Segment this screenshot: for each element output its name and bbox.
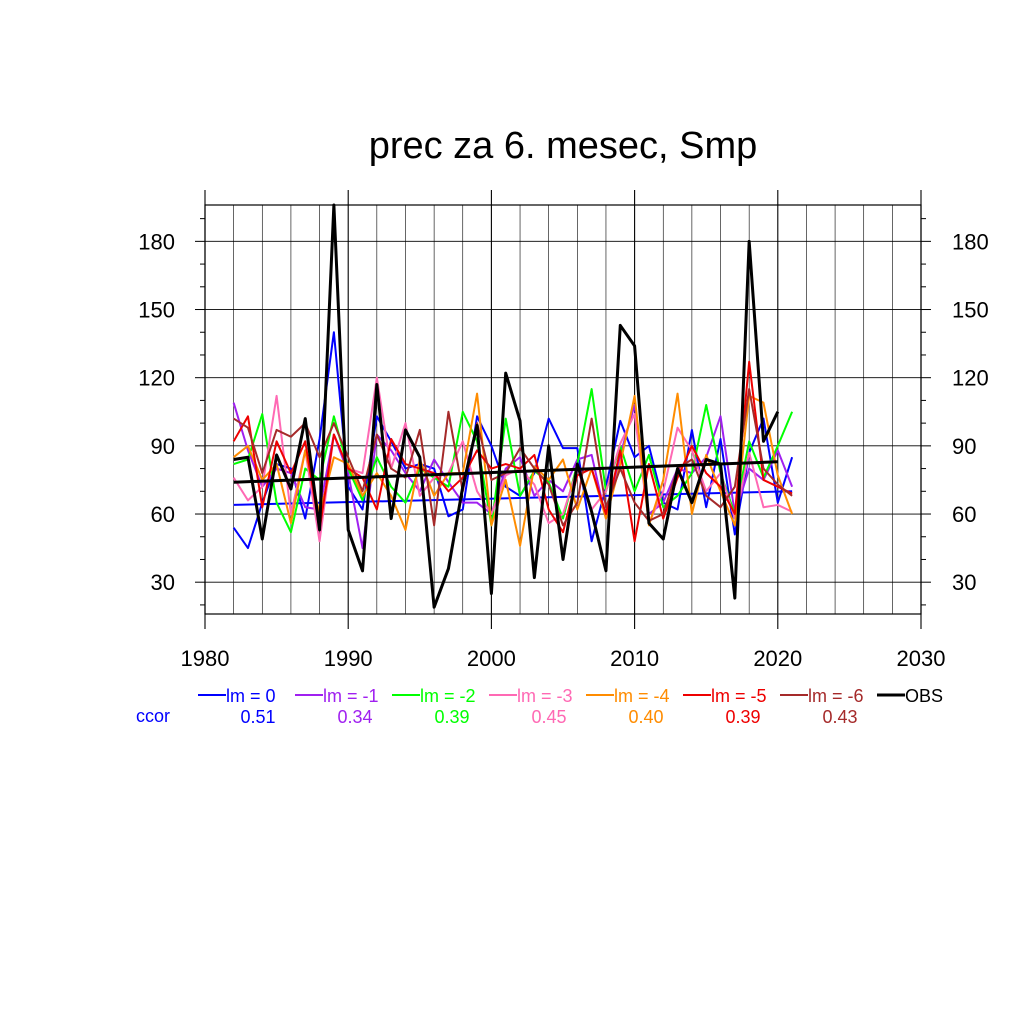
x-tick-label: 2020: [753, 646, 802, 671]
x-tick-label: 2030: [897, 646, 946, 671]
trend-line: [233, 460, 778, 484]
x-tick-label: 1990: [324, 646, 373, 671]
legend-label: lm = -4: [614, 686, 670, 706]
series-lines: [232, 203, 794, 609]
legend-ccor-value: 0.39: [725, 707, 760, 727]
legend-ccor-value: 0.34: [337, 707, 372, 727]
y-tick-label-right: 180: [952, 229, 989, 254]
legend-label: OBS: [905, 686, 943, 706]
y-tick-label: 90: [151, 434, 175, 459]
y-tick-label-right: 150: [952, 298, 989, 323]
legend-label: lm = -2: [420, 686, 476, 706]
chart-title: prec za 6. mesec, Smp: [369, 125, 758, 167]
y-tick-label-right: 60: [952, 502, 976, 527]
legend-ccor-value: 0.43: [822, 707, 857, 727]
tick-labels: 1980 1990 2000 2010 2020 2030 30 30 60 60 90 90 120 1…: [138, 229, 988, 671]
legend-label: lm = -1: [323, 686, 379, 706]
y-tick-label-right: 120: [952, 366, 989, 391]
legend-label: lm = -3: [517, 686, 573, 706]
legend-ccor-label: ccor: [136, 706, 170, 726]
y-tick-label: 60: [151, 502, 175, 527]
trend-line: [233, 490, 793, 506]
series-line: [233, 203, 780, 609]
legend-ccor-value: 0.51: [240, 707, 275, 727]
series-line: [232, 360, 793, 543]
legend-ccor-value: 0.45: [531, 707, 566, 727]
legend-label: lm = -6: [808, 686, 864, 706]
legend-label: lm = -5: [711, 686, 767, 706]
plot-frame: [195, 204, 931, 615]
series-line: [233, 388, 794, 534]
y-tick-label: 30: [151, 570, 175, 595]
x-tick-label: 2010: [610, 646, 659, 671]
legend-ccor-value: 0.40: [628, 707, 663, 727]
y-tick-label: 150: [138, 298, 175, 323]
y-tick-label: 120: [138, 366, 175, 391]
legend-label: lm = 0: [226, 686, 276, 706]
y-tick-label-right: 90: [952, 434, 976, 459]
x-tick-label: 1980: [181, 646, 230, 671]
y-tick-label: 180: [138, 229, 175, 254]
grid: [204, 190, 922, 629]
y-tick-label-right: 30: [952, 570, 976, 595]
x-tick-label: 2000: [467, 646, 516, 671]
legend-ccor-value: 0.39: [434, 707, 469, 727]
plot-border: [204, 204, 922, 615]
